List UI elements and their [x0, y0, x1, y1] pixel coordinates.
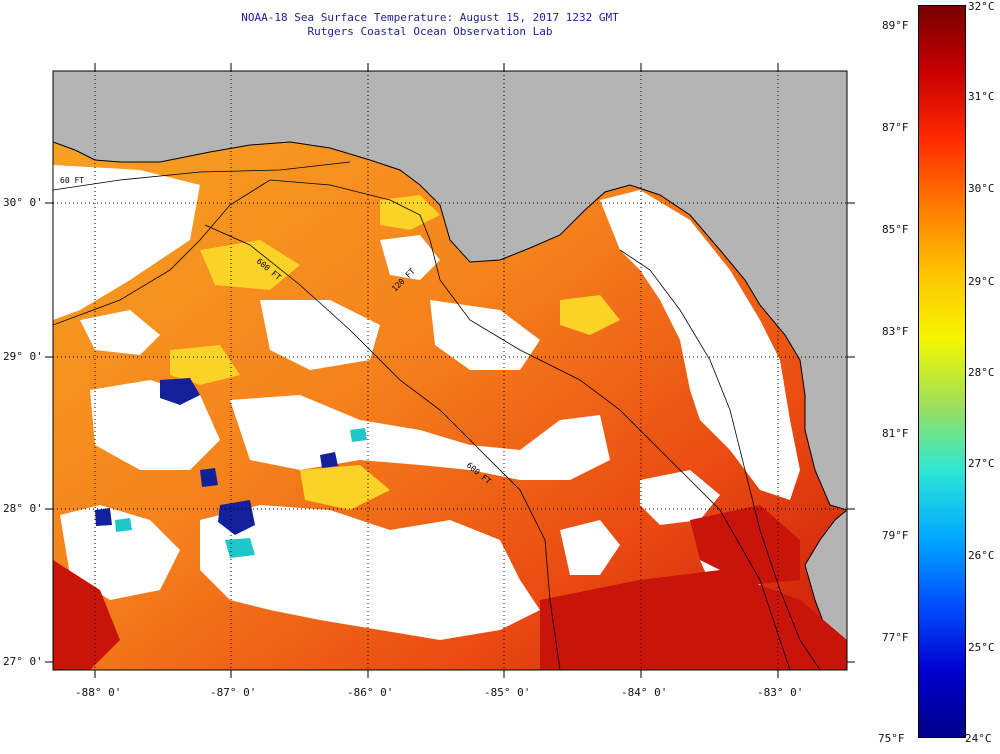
chart-title: NOAA-18 Sea Surface Temperature: August … [241, 11, 619, 24]
temperature-colorbar [918, 5, 966, 738]
lat-label: 30° 0' [3, 196, 43, 209]
lat-label: 27° 0' [3, 655, 43, 668]
chart-subtitle: Rutgers Coastal Ocean Observation Lab [307, 25, 553, 38]
colorbar-f-label: 81°F [882, 427, 909, 440]
colorbar-f-label: 87°F [882, 121, 909, 134]
lon-label: -83° 0' [757, 686, 804, 699]
colorbar-f-label: 89°F [882, 19, 909, 32]
lon-label: -85° 0' [484, 686, 531, 699]
cloud-cover [53, 165, 800, 650]
cool-cyan-patches [115, 428, 367, 558]
lon-label: -87° 0' [210, 686, 257, 699]
graticule [53, 71, 847, 670]
colorbar-c-label: 32°C [968, 0, 995, 13]
colorbar-c-label: 25°C [968, 641, 995, 654]
tick-marks [45, 63, 855, 678]
colorbar-c-label: 31°C [968, 90, 995, 103]
colorbar-c-label: 29°C [968, 275, 995, 288]
cold-blue-patches [95, 378, 338, 535]
colorbar-c-label: 27°C [968, 457, 995, 470]
colorbar-f-label: 83°F [882, 325, 909, 338]
lon-label: -86° 0' [347, 686, 394, 699]
map-frame [52, 70, 848, 671]
colorbar-f-label: 79°F [882, 529, 909, 542]
hot-red-areas [53, 505, 847, 670]
land-mass [53, 71, 847, 511]
colorbar-f-label: 77°F [882, 631, 909, 644]
lat-label: 28° 0' [3, 502, 43, 515]
lon-label: -88° 0' [75, 686, 122, 699]
isobath-lines [53, 161, 821, 670]
colorbar-f-label: 75°F [878, 732, 905, 745]
colorbar-c-label: 26°C [968, 549, 995, 562]
colorbar-c-label: 28°C [968, 366, 995, 379]
lat-label: 29° 0' [3, 350, 43, 363]
isobath-label: 60 FT [60, 176, 84, 185]
warm-yellow-patches [170, 195, 620, 510]
colorbar-f-label: 85°F [882, 223, 909, 236]
colorbar-c-label: 30°C [968, 182, 995, 195]
lon-label: -84° 0' [621, 686, 668, 699]
colorbar-c-label: 24°C [965, 732, 992, 745]
